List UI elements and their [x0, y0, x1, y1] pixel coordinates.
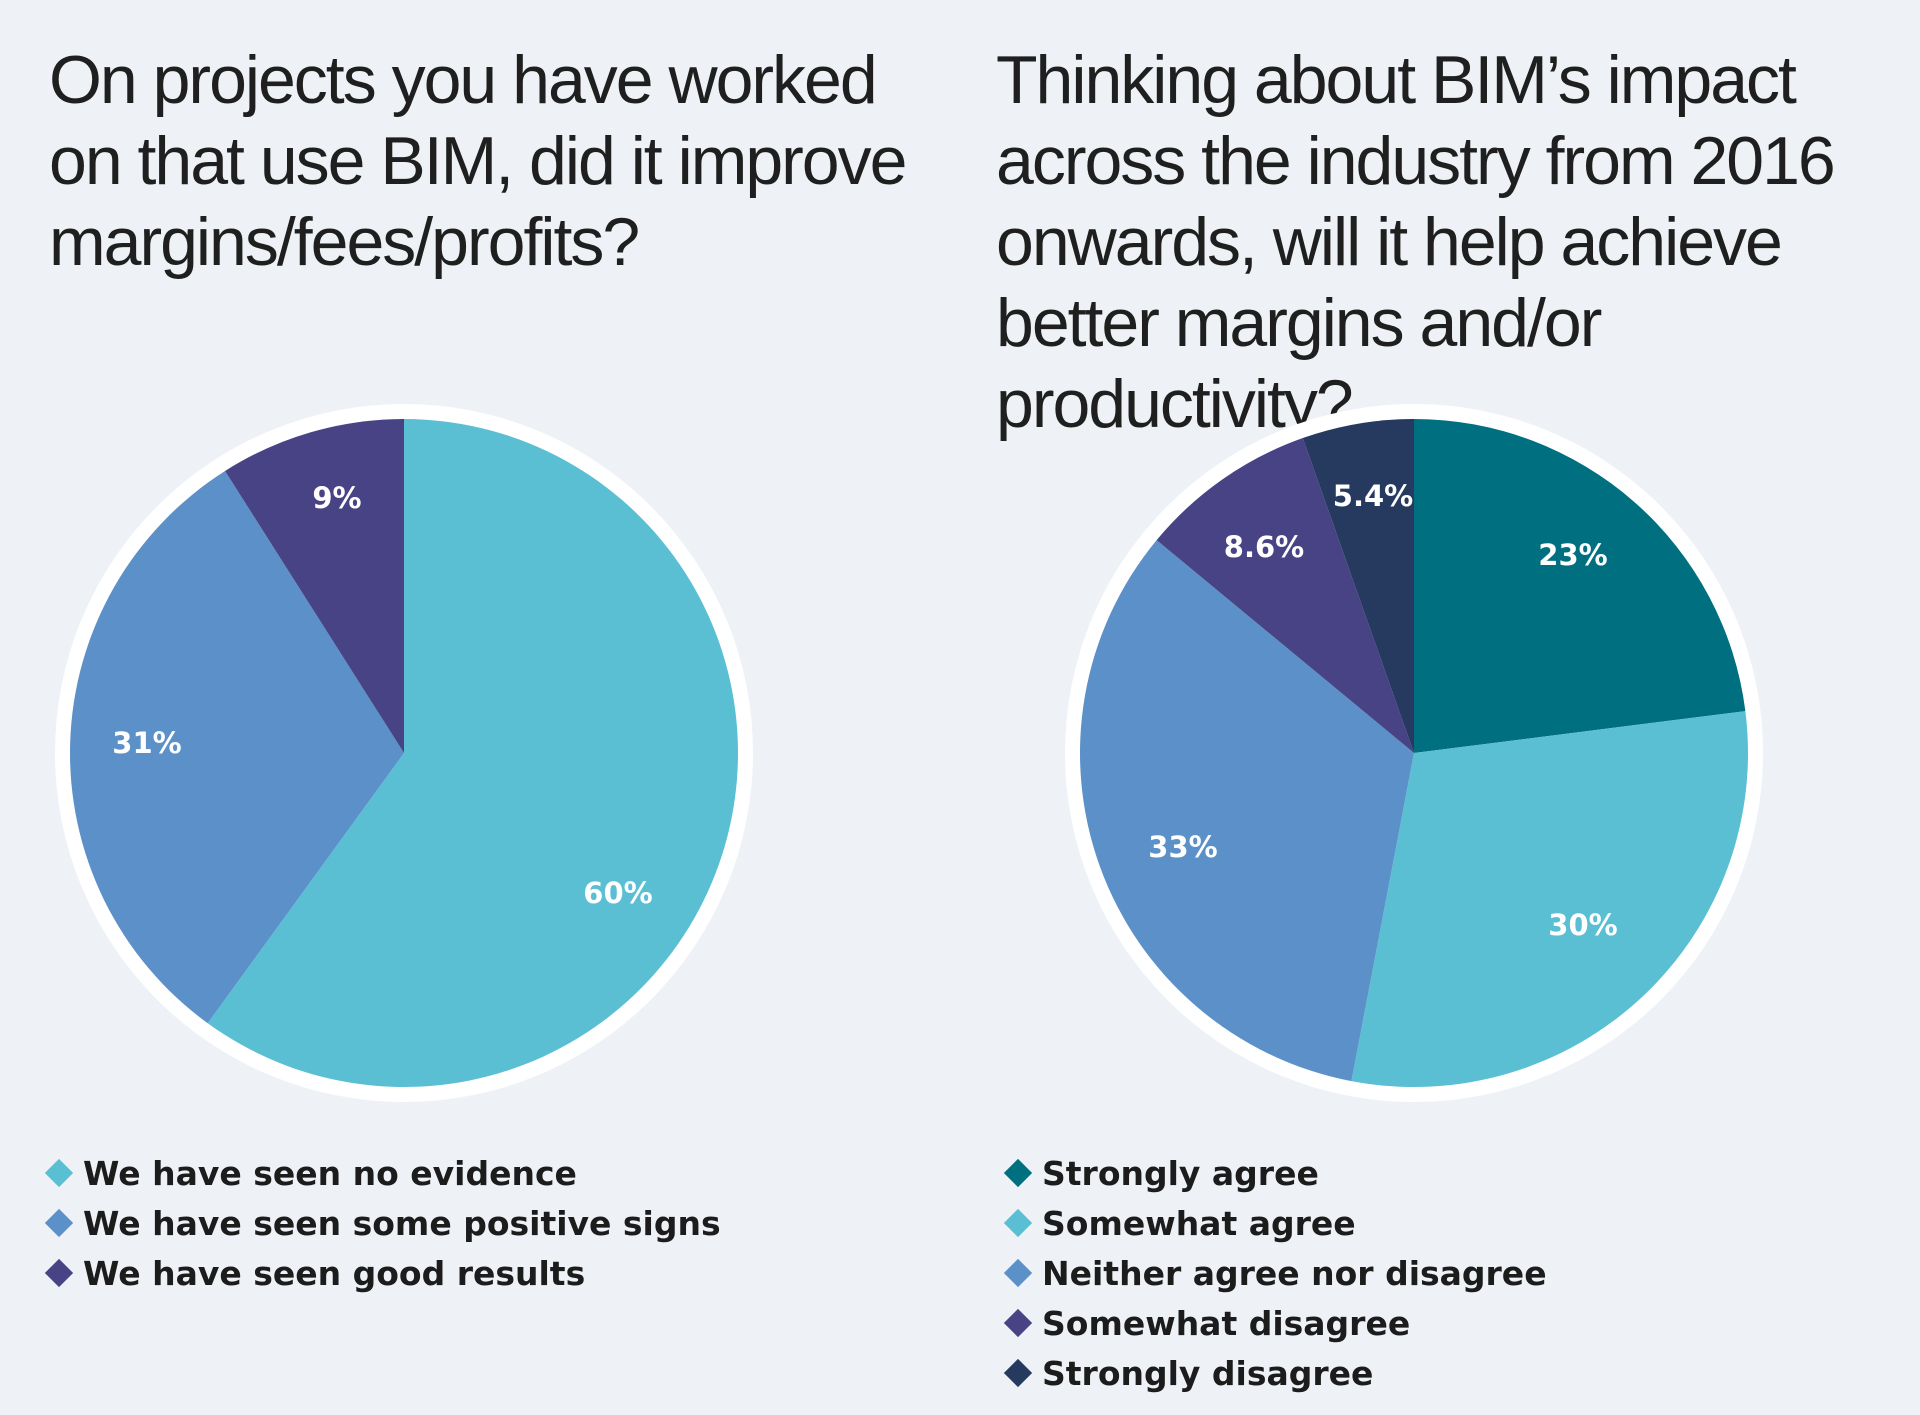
legend-item: Somewhat agree [1003, 1198, 1547, 1248]
legend-diamond-icon [1003, 1308, 1033, 1338]
pie-slice-strongly-agree [1414, 419, 1746, 753]
legend-diamond-icon [44, 1258, 74, 1288]
legend-label: Somewhat disagree [1042, 1303, 1411, 1343]
pie-slice-strongly-disagree [1302, 419, 1414, 753]
legend-diamond-icon [1003, 1158, 1033, 1188]
pie-slice-neither-agree-nor-disagree [1079, 540, 1414, 1082]
legend-label: We have seen some positive signs [83, 1203, 721, 1243]
legend-item: We have seen no evidence [44, 1148, 721, 1198]
chart-title-industry-impact: Thinking about BIM’s impact across the i… [996, 42, 1836, 442]
legend-margins: We have seen no evidence We have seen som… [44, 1148, 721, 1298]
legend-diamond-icon [1003, 1358, 1033, 1388]
legend-item: Somewhat disagree [1003, 1298, 1547, 1348]
legend-item: Strongly disagree [1003, 1348, 1547, 1398]
legend-diamond-icon [1003, 1208, 1033, 1238]
data-label: 31% [112, 726, 181, 760]
legend-diamond-icon [44, 1158, 74, 1188]
legend-item: We have seen good results [44, 1248, 721, 1298]
data-label: 23% [1538, 538, 1607, 572]
legend-industry-impact: Strongly agree Somewhat agree Neither agre… [1003, 1148, 1547, 1398]
legend-label: We have seen no evidence [83, 1153, 577, 1193]
legend-item: Strongly agree [1003, 1148, 1547, 1198]
pie-slice-we-have-seen-no-evidence [207, 419, 739, 1088]
data-label: 60% [583, 876, 652, 910]
data-label: 33% [1148, 830, 1217, 864]
data-label: 8.6% [1224, 530, 1304, 564]
legend-label: We have seen good results [83, 1253, 586, 1293]
chart-title-margins: On projects you have worked on that use … [49, 42, 907, 280]
legend-diamond-icon [44, 1208, 74, 1238]
pie-slice-somewhat-agree [1351, 711, 1748, 1088]
pie-slice-we-have-seen-good-results [225, 419, 404, 753]
legend-item: Neither agree nor disagree [1003, 1248, 1547, 1298]
legend-label: Somewhat agree [1042, 1203, 1356, 1243]
pie-slice-somewhat-disagree [1156, 438, 1414, 753]
legend-label: Strongly agree [1042, 1153, 1319, 1193]
data-label: 5.4% [1333, 479, 1413, 513]
legend-label: Strongly disagree [1042, 1353, 1374, 1393]
legend-label: Neither agree nor disagree [1042, 1253, 1547, 1293]
legend-diamond-icon [1003, 1258, 1033, 1288]
data-label: 9% [312, 481, 361, 515]
legend-item: We have seen some positive signs [44, 1198, 721, 1248]
pie-slice-we-have-seen-some-positive-signs [69, 470, 405, 1024]
data-label: 30% [1548, 908, 1617, 942]
